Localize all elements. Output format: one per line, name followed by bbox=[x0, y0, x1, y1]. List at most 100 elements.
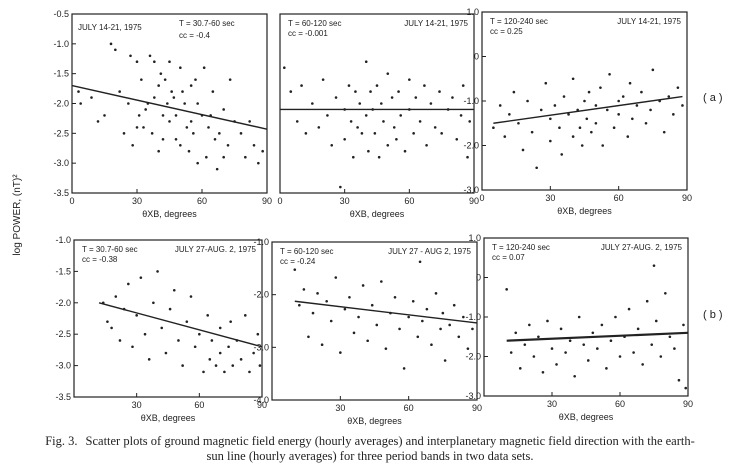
data-point bbox=[433, 126, 437, 129]
data-point bbox=[498, 104, 502, 107]
data-point bbox=[418, 120, 422, 123]
x-tick-label: 60 bbox=[194, 400, 204, 410]
period-label: T = 30.7-60 sec bbox=[82, 245, 138, 254]
data-point bbox=[209, 114, 212, 117]
data-point bbox=[194, 78, 197, 81]
data-point bbox=[451, 96, 454, 99]
data-point bbox=[122, 307, 126, 311]
data-point bbox=[392, 126, 396, 129]
data-point bbox=[571, 77, 575, 81]
data-point bbox=[618, 355, 622, 358]
data-point bbox=[600, 323, 604, 327]
data-point bbox=[672, 113, 675, 116]
data-point bbox=[343, 108, 346, 111]
data-point bbox=[157, 149, 160, 153]
x-tick-label: 30 bbox=[545, 193, 555, 203]
data-point bbox=[147, 358, 151, 361]
y-tick-label: 1.0 bbox=[468, 233, 481, 243]
data-point bbox=[549, 139, 552, 143]
data-point bbox=[558, 126, 561, 129]
data-point bbox=[367, 149, 370, 153]
data-point bbox=[443, 359, 447, 362]
x-tick-label: 90 bbox=[472, 403, 482, 413]
data-point bbox=[166, 102, 169, 105]
data-point bbox=[153, 60, 156, 64]
y-tick-label: -1.0 bbox=[463, 96, 479, 106]
y-axis-label: log POWER, (nT)² bbox=[12, 174, 23, 256]
data-point bbox=[627, 307, 631, 311]
data-point bbox=[466, 155, 469, 159]
data-point bbox=[455, 138, 459, 141]
data-point bbox=[377, 155, 381, 159]
data-point bbox=[218, 326, 222, 330]
date-label: JULY 27 - AUG 2, 1975 bbox=[388, 247, 471, 256]
data-point bbox=[459, 114, 463, 117]
data-point bbox=[578, 126, 582, 129]
period-label: T = 60-120 sec bbox=[288, 19, 341, 28]
data-point bbox=[380, 102, 383, 105]
plot-frame bbox=[71, 13, 268, 194]
data-point bbox=[183, 102, 186, 105]
data-point bbox=[386, 143, 390, 147]
y-tick-label: -1.0 bbox=[53, 39, 69, 49]
y-tick-label: -1.0 bbox=[55, 235, 71, 245]
scatter-panel-3: 0 30 60 90 1.0 0 -1.0 -2.0 -3.0 θXB, degrees T = 1… bbox=[463, 7, 692, 216]
y-tick-label: -2.0 bbox=[465, 352, 481, 362]
data-point bbox=[352, 331, 356, 335]
panels-group: 0 30 60 90 -0.5 -1.0 -1.5 -2.0 -2.5 -3.0 -3.5 θXB, … bbox=[53, 7, 693, 426]
data-point bbox=[239, 132, 243, 135]
data-point bbox=[509, 351, 513, 354]
data-point bbox=[317, 126, 321, 129]
data-point bbox=[677, 378, 681, 382]
data-point bbox=[358, 102, 362, 105]
data-point bbox=[90, 96, 93, 99]
data-point bbox=[96, 120, 100, 123]
data-point bbox=[649, 108, 652, 112]
y-tick-label: -2.0 bbox=[55, 298, 71, 308]
cc-label: cc = -0.38 bbox=[82, 255, 118, 264]
data-point bbox=[148, 54, 152, 58]
data-point bbox=[189, 84, 193, 87]
data-point bbox=[526, 99, 529, 103]
scatter-panel-6: 30 60 90 1.0 0 -1.0 -2.0 -3.0 θXB, degrees T = 12… bbox=[465, 233, 693, 422]
data-point bbox=[471, 327, 474, 331]
data-point bbox=[582, 343, 586, 346]
period-label: T = 30.7-60 sec bbox=[179, 19, 235, 28]
x-axis-label: θXB, degrees bbox=[350, 209, 405, 219]
data-point bbox=[214, 364, 218, 367]
data-point bbox=[423, 84, 426, 87]
data-point bbox=[537, 335, 540, 339]
data-point bbox=[179, 66, 182, 69]
data-point bbox=[170, 90, 173, 93]
plot-frame bbox=[73, 239, 263, 398]
y-tick-label: 1.0 bbox=[466, 7, 479, 17]
data-point bbox=[407, 315, 410, 319]
data-point bbox=[231, 364, 235, 367]
cc-label: cc = -0.24 bbox=[280, 257, 316, 266]
data-point bbox=[295, 120, 299, 123]
data-point bbox=[222, 155, 225, 159]
data-point bbox=[205, 155, 208, 159]
data-point bbox=[349, 120, 353, 123]
data-point bbox=[371, 108, 374, 111]
data-point bbox=[662, 130, 666, 134]
data-point bbox=[590, 130, 593, 134]
data-point bbox=[636, 327, 640, 331]
data-point bbox=[567, 113, 570, 116]
data-point bbox=[585, 117, 589, 121]
data-point bbox=[330, 143, 334, 147]
y-tick-label: -3.0 bbox=[55, 361, 71, 371]
period-label: T = 60-120 sec bbox=[280, 247, 333, 256]
y-tick-label: 0 bbox=[474, 52, 479, 62]
data-point bbox=[369, 90, 372, 93]
data-point bbox=[343, 138, 346, 141]
data-point bbox=[235, 339, 239, 342]
data-point bbox=[325, 299, 328, 303]
period-label: T = 120-240 sec bbox=[492, 243, 550, 252]
data-point bbox=[228, 78, 232, 81]
data-point bbox=[614, 315, 617, 319]
data-point bbox=[684, 386, 688, 390]
data-point bbox=[434, 292, 438, 295]
data-point bbox=[168, 60, 171, 64]
period-label: T = 120-240 sec bbox=[490, 17, 548, 26]
